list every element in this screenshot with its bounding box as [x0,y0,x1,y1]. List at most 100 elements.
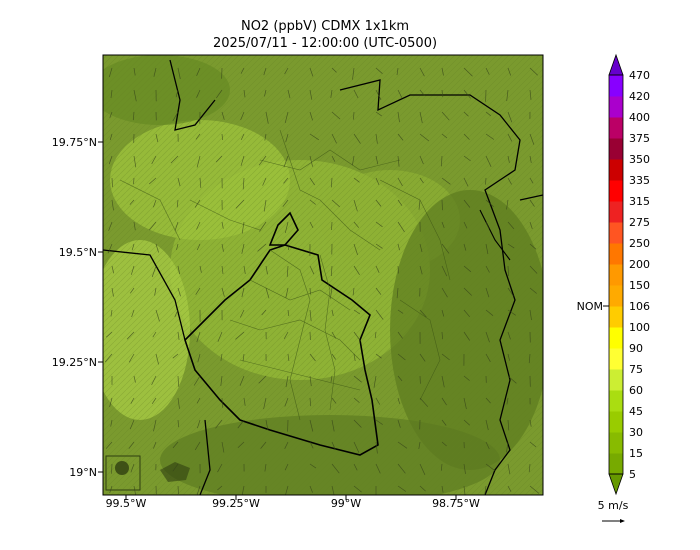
wind-arrow [259,221,267,232]
wind-arrow [397,265,399,274]
wind-arrow [199,265,202,273]
wind-arrow [155,309,160,322]
wind-arrow [353,89,359,99]
wind-arrow [240,155,245,166]
wind-arrow [485,177,487,185]
wind-arrow [419,353,426,362]
wind-arrow [463,419,471,426]
wind-arrow [196,485,201,495]
wind-arrow [485,419,489,431]
wind-arrow [375,265,380,273]
map-subtitle: 2025/07/11 - 12:00:00 (UTC-0500) [212,36,438,51]
colorbar-tick-label: 15 [629,447,643,460]
wind-arrow [529,243,537,250]
wind-arrow [177,331,180,340]
wind-arrow [196,221,201,230]
wind-arrow [353,419,362,428]
wind-arrow [329,287,333,299]
wind-arrow [330,375,333,382]
wind-arrow [375,89,382,100]
wind-arrow [221,243,224,252]
wind-arrow [133,177,135,185]
wind-arrow [441,177,451,185]
wind-arrow [506,199,509,210]
colorbar-segment [609,201,623,223]
wind-arrow [507,155,510,163]
colorbar-segment [609,75,623,97]
wind-arrow [485,397,491,404]
wind-arrow [240,67,245,74]
wind-arrow [419,243,423,253]
wind-arrow [441,243,450,254]
wind-arrow [463,463,466,474]
wind-arrow [220,353,223,361]
wind-arrow [195,287,201,295]
wind-arrow [463,331,470,341]
wind-arrow [353,463,358,471]
wind-arrow [331,331,337,339]
wind-arrow [309,287,311,295]
wind-arrow [284,67,289,75]
wind-arrow [153,441,157,449]
wind-arrow [111,287,114,297]
wind-arrow [441,111,450,121]
wind-arrow [285,375,289,388]
wind-arrow [109,485,113,494]
colorbar-tick-label: 60 [629,384,643,397]
wind-arrow [131,309,135,318]
wind-arrow [170,155,179,164]
wind-arrow [507,177,512,185]
wind-arrow [177,67,181,80]
wind-arrow [130,287,135,294]
wind-arrow [397,331,403,339]
wind-arrow [258,155,267,166]
wind-arrow [155,353,159,365]
wind-arrow [128,353,135,363]
wind-arrow [441,419,447,426]
colorbar-max-extension [608,53,624,76]
colorbar-segment [609,180,623,202]
wind-arrow [264,133,267,141]
wind-arrow [195,133,201,140]
wind-arrow [257,243,267,252]
wind-arrow [353,133,361,144]
wind-arrow [258,375,267,384]
wind-arrow [283,155,289,168]
wind-arrow [353,375,362,383]
wind-arrow [284,441,289,449]
wind-arrow [309,177,315,186]
boundary-line [169,59,216,131]
wind-arrow [240,133,245,141]
wind-arrow [265,419,269,431]
wind-arrow [374,331,377,339]
lon-tick-label: 99°W [331,497,361,510]
wind-arrow [216,89,223,99]
wind-arrow [418,441,421,450]
wind-arrow [217,485,223,491]
wind-arrow [217,463,223,473]
colorbar-segment [609,306,623,328]
wind-arrow [199,177,202,188]
colorbar-segment [609,285,623,307]
wind-arrow [309,67,314,77]
wind-arrow [133,67,136,76]
wind-arrow [441,397,447,406]
wind-arrow [151,265,157,278]
wind-arrow [215,419,223,429]
wind-arrow [397,199,403,206]
wind-arrow [529,309,532,321]
wind-arrow [507,243,515,249]
wind-arrow [284,397,289,407]
wind-arrow [353,331,362,342]
map-area [103,55,543,495]
colorbar-segment [609,222,623,244]
wind-arrow [221,111,225,120]
colorbar-tick-label: 350 [629,153,650,166]
boundary-line [339,79,521,495]
wind-arrow [221,265,224,274]
wind-arrow [485,265,490,273]
wind-arrow [130,463,135,473]
wind-arrow [108,221,113,231]
wind-arrow [375,177,380,186]
wind-arrow [196,155,201,168]
